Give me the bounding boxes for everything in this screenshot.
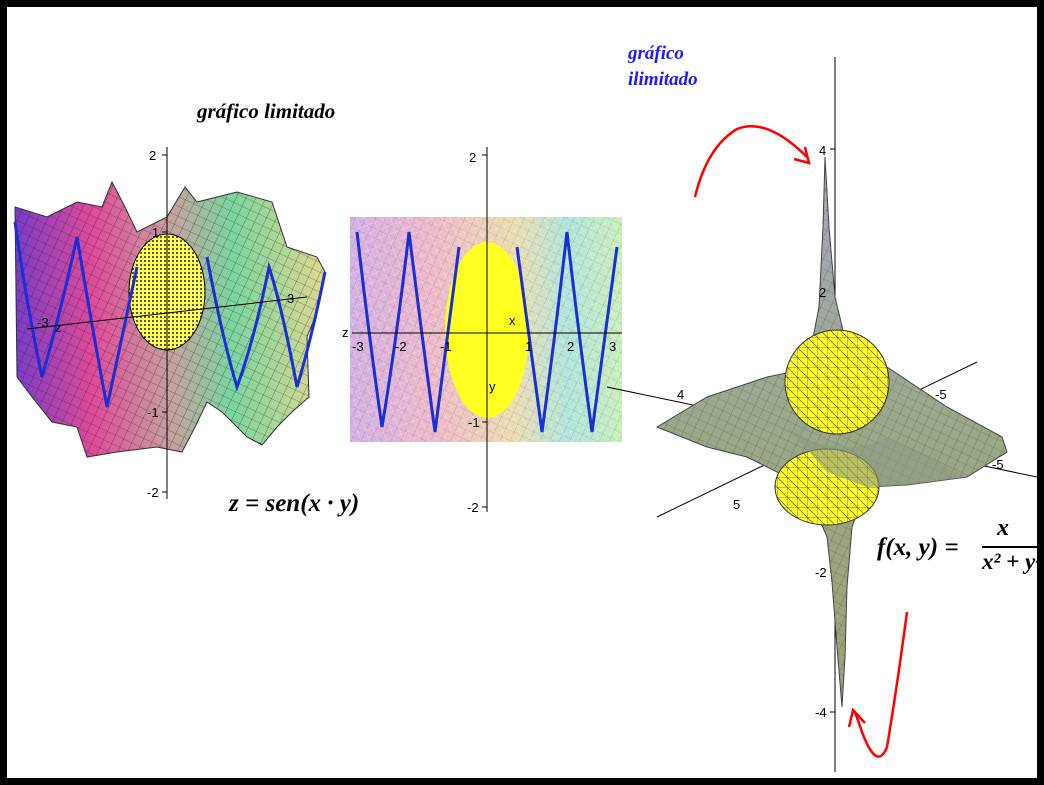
plot2-x-tick: -1: [440, 339, 452, 354]
plot2-x-tick: 1: [525, 339, 532, 354]
formula-sen-xy: z = sen(x · y): [229, 490, 360, 517]
plot2-sine-curve: [355, 231, 619, 433]
plot3-z-tick: -2: [815, 565, 827, 580]
plot3-axis-tick: 5: [733, 497, 740, 512]
plot2-z-tick: -2: [467, 500, 479, 515]
unlimited-graph-title-line2: ilimitado: [628, 69, 698, 90]
plot2-axis-label: x: [509, 313, 516, 328]
plot1-axis-label: z: [55, 320, 62, 335]
plot1-x-tick: 3: [287, 291, 294, 306]
plot2-x-tick: -2: [395, 339, 407, 354]
plot1-z-tick: -2: [147, 485, 159, 500]
unlimited-graph-title-line1: gráfico: [628, 43, 684, 64]
plot2-axis-label: z: [342, 325, 349, 340]
plot2-axis-label: y: [489, 379, 496, 394]
plot3-sphere-top: [784, 329, 890, 435]
plot3-z-tick: -4: [815, 705, 827, 720]
formula-f-numerator: x: [997, 515, 1009, 541]
plot3-axis-tick: -5: [935, 387, 947, 402]
arrow-up-icon: [693, 125, 811, 198]
plot3-z-tick: 4: [819, 143, 826, 158]
arrow-down-icon: [847, 611, 909, 758]
plot3-z-tick: 2: [819, 285, 826, 300]
formula-f-denominator: x² + y²: [982, 549, 1043, 574]
plot2-axes: [352, 147, 622, 512]
plot1-axes: [26, 147, 308, 499]
plot2-z-tick: -1: [468, 415, 480, 430]
diagram-canvas: 2 1 -1 -2 -3 3 z 2 -1 -2 -3: [13, 57, 1037, 772]
plot3-surface: [655, 156, 1008, 708]
plot1-z-tick: 1: [152, 225, 159, 240]
plot3-axis-tick: -5: [992, 457, 1004, 472]
formula-fraction-bar: [982, 546, 1037, 548]
plot2-x-tick: 3: [609, 339, 616, 354]
plot1-z-tick: -1: [147, 405, 159, 420]
plot2-x-tick: 2: [567, 339, 574, 354]
plot3-axis-tick: 4: [677, 387, 684, 402]
plot1-z-tick: 2: [149, 148, 156, 163]
plot1-x-tick: -3: [37, 315, 49, 330]
plot1-sine-curve: [13, 221, 327, 408]
plot1-sine-surface: [13, 180, 327, 458]
formula-f-lhs: f(x, y) =: [877, 534, 959, 561]
plot2-z-tick: 2: [469, 150, 476, 165]
plot2-wireframe-surface: [350, 217, 622, 442]
limited-graph-title: gráfico limitado: [197, 99, 336, 123]
plot2-x-tick: -3: [352, 339, 364, 354]
